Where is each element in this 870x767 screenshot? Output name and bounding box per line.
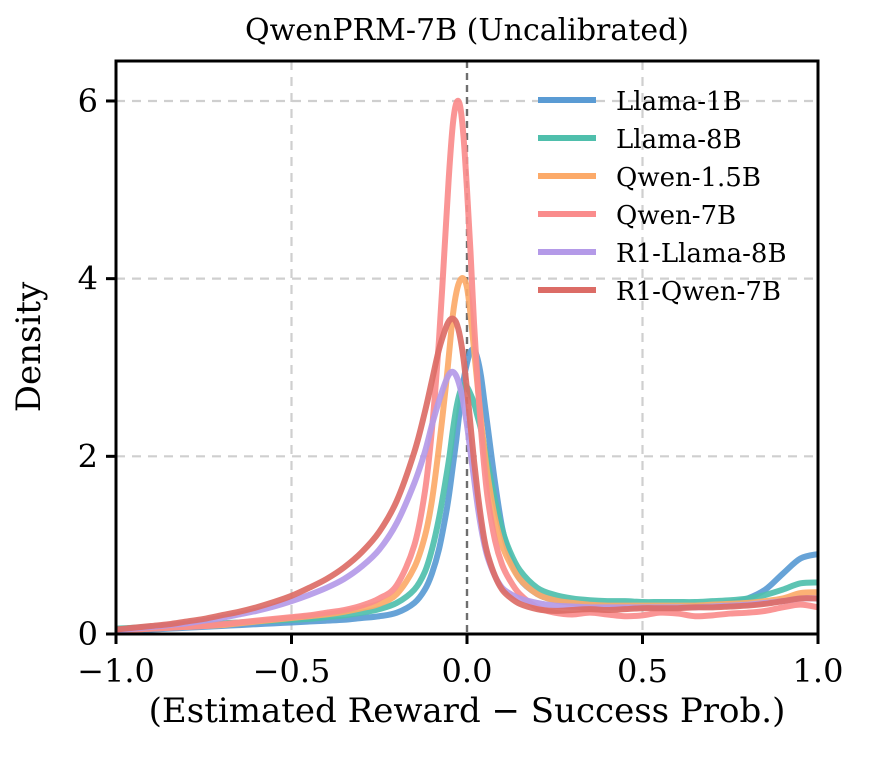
axis-ticks — [106, 99, 820, 644]
y-tick-label: 0 — [78, 615, 98, 653]
legend-label-r1-qwen-7b: R1-Qwen-7B — [616, 277, 781, 307]
legend-label-llama-8b: Llama-8B — [616, 125, 742, 155]
kde-curve-r1-qwen-7b — [116, 315, 818, 633]
y-tick-label: 6 — [78, 82, 98, 120]
x-tick-label: −0.5 — [253, 652, 331, 690]
x-tick-label: 0.0 — [442, 652, 493, 690]
y-tick-label: 4 — [78, 260, 98, 298]
x-tick-labels: −1.0 −0.5 0.0 0.5 1.0 — [77, 652, 843, 690]
chart-title: QwenPRM-7B (Uncalibrated) — [245, 13, 689, 48]
x-tick-label: 0.5 — [617, 652, 668, 690]
x-tick-label: −1.0 — [77, 652, 155, 690]
x-tick-label: 1.0 — [793, 652, 844, 690]
kde-curves — [116, 97, 818, 634]
legend-label-qwen-7b: Qwen-7B — [616, 201, 736, 231]
legend-label-llama-1b: Llama-1B — [616, 87, 742, 117]
y-tick-label: 2 — [78, 437, 98, 475]
legend-label-qwen-1.5b: Qwen-1.5B — [616, 163, 761, 193]
kde-curve-qwen-7b — [116, 97, 818, 634]
chart-legend: Llama-1B Llama-8B Qwen-1.5B Qwen-7B R1-Llama… — [538, 87, 787, 307]
legend-label-r1-llama-8b: R1-Llama-8B — [616, 239, 787, 269]
y-axis-label: Density — [9, 281, 49, 412]
x-axis-label: (Estimated Reward − Success Prob.) — [149, 691, 786, 731]
y-tick-labels: 0 2 4 6 — [78, 82, 98, 653]
